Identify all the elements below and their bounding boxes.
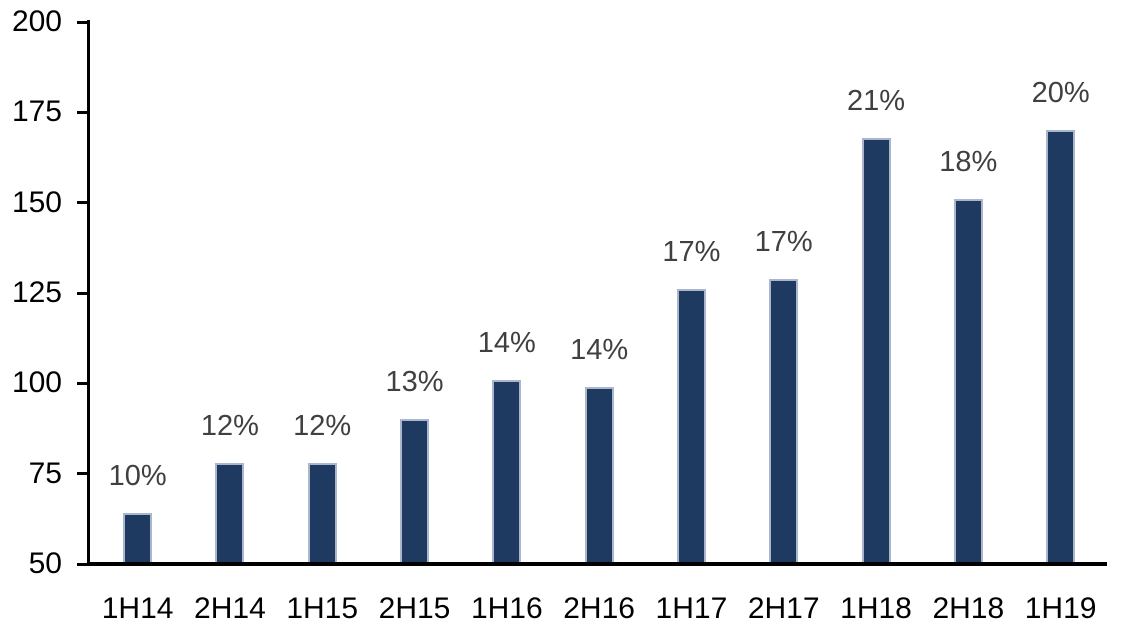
bar-2H14 <box>215 462 245 565</box>
bar-value-label: 13% <box>385 366 444 399</box>
x-tick-label: 1H17 <box>655 592 728 625</box>
y-axis-line <box>87 20 90 566</box>
y-axis-tick <box>77 20 87 24</box>
bar-1H17 <box>676 289 706 565</box>
bar-1H15 <box>307 462 337 565</box>
bar-1H16 <box>492 379 522 565</box>
bar-value-label: 10% <box>108 460 167 493</box>
x-tick-label: 1H16 <box>470 592 543 625</box>
bar-2H16 <box>584 386 614 565</box>
y-axis-tick <box>77 472 87 476</box>
bar-1H14 <box>123 513 153 565</box>
y-axis-tick <box>77 201 87 205</box>
bar-value-label: 14% <box>477 326 536 359</box>
y-tick-label: 100 <box>11 366 62 400</box>
bar-2H15 <box>400 419 429 565</box>
x-axis-line <box>87 562 1107 566</box>
y-axis-tick <box>77 110 87 114</box>
y-tick-label: 50 <box>28 547 62 580</box>
bar-value-label: 21% <box>846 84 906 117</box>
bar-1H18 <box>861 137 891 565</box>
x-tick-label: 2H15 <box>378 592 451 625</box>
bar-value-label: 17% <box>754 225 813 258</box>
bar-value-label: 18% <box>939 146 998 179</box>
x-tick-label: 1H18 <box>840 592 912 625</box>
y-axis-tick <box>77 562 87 566</box>
y-tick-label: 175 <box>11 95 62 129</box>
x-tick-label: 2H14 <box>194 592 266 625</box>
bar-2H17 <box>769 278 799 565</box>
x-tick-label: 2H17 <box>747 592 820 625</box>
x-tick-label: 1H14 <box>101 592 174 625</box>
x-tick-label: 2H16 <box>563 592 635 625</box>
x-tick-label: 2H18 <box>932 592 1005 625</box>
bar-2H18 <box>953 199 983 565</box>
x-tick-label: 1H19 <box>1024 592 1097 625</box>
bar-value-label: 17% <box>662 236 721 269</box>
x-tick-label: 1H15 <box>286 592 359 625</box>
y-tick-label: 125 <box>11 276 62 309</box>
y-tick-label: 150 <box>11 185 62 219</box>
bar-1H19 <box>1046 130 1076 565</box>
y-tick-label: 200 <box>11 5 62 38</box>
y-axis-tick <box>77 381 87 385</box>
bar-value-label: 12% <box>200 409 259 442</box>
bar-value-label: 14% <box>570 333 629 366</box>
y-tick-label: 75 <box>28 456 62 490</box>
bar-value-label: 12% <box>293 409 352 442</box>
bar-value-label: 20% <box>1031 77 1090 110</box>
y-axis-tick <box>77 291 87 295</box>
